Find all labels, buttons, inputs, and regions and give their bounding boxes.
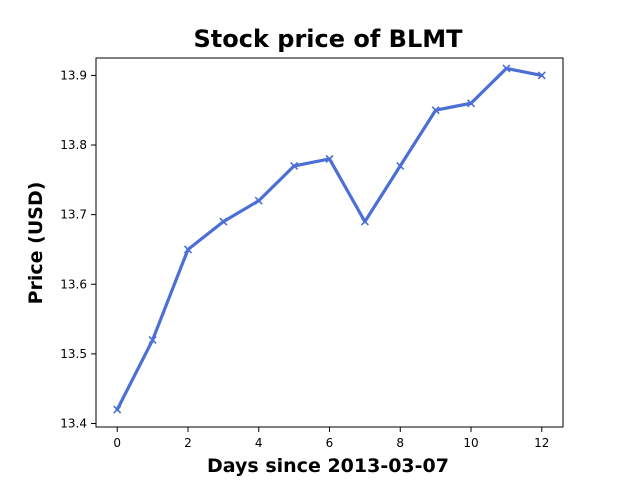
data-point-marker <box>290 161 299 170</box>
x-axis-label: Days since 2013-03-07 <box>207 455 449 477</box>
plot-frame <box>95 57 564 428</box>
y-tick-label: 13.5 <box>60 347 87 361</box>
data-point-marker <box>183 245 193 254</box>
y-tick-label: 13.4 <box>60 417 87 431</box>
data-point-marker <box>325 154 334 164</box>
data-point-marker <box>360 217 369 226</box>
data-point-marker <box>537 71 546 80</box>
data-point-marker <box>431 106 440 115</box>
data-point-marker <box>396 161 405 170</box>
x-tick-label: 0 <box>113 436 121 450</box>
x-tick-label: 12 <box>534 436 549 450</box>
plot-area: 0 2 4 6 8 10 12 13.4 13.5 13.6 13.7 13.8 13.9 <box>60 57 564 450</box>
y-tick-label: 13.8 <box>60 138 87 152</box>
data-point-marker <box>148 335 157 345</box>
data-point-marker <box>113 405 122 414</box>
x-tick-label: 10 <box>463 436 478 450</box>
x-tick-label: 6 <box>326 436 334 450</box>
y-tick-label: 13.9 <box>60 68 87 82</box>
data-point-marker <box>466 99 476 108</box>
data-point-marker <box>219 217 228 226</box>
series-line <box>115 66 544 412</box>
data-point-marker <box>502 64 511 73</box>
x-tick-label: 4 <box>255 436 263 450</box>
y-tick-label: 13.7 <box>60 208 87 222</box>
x-tick-label: 8 <box>396 436 404 450</box>
data-point-marker <box>254 196 263 205</box>
y-axis-label: Price (USD) <box>25 182 47 305</box>
x-tick-label: 2 <box>184 436 192 450</box>
y-tick-label: 13.6 <box>60 277 87 291</box>
chart-title: Stock price of BLMT <box>193 25 463 53</box>
